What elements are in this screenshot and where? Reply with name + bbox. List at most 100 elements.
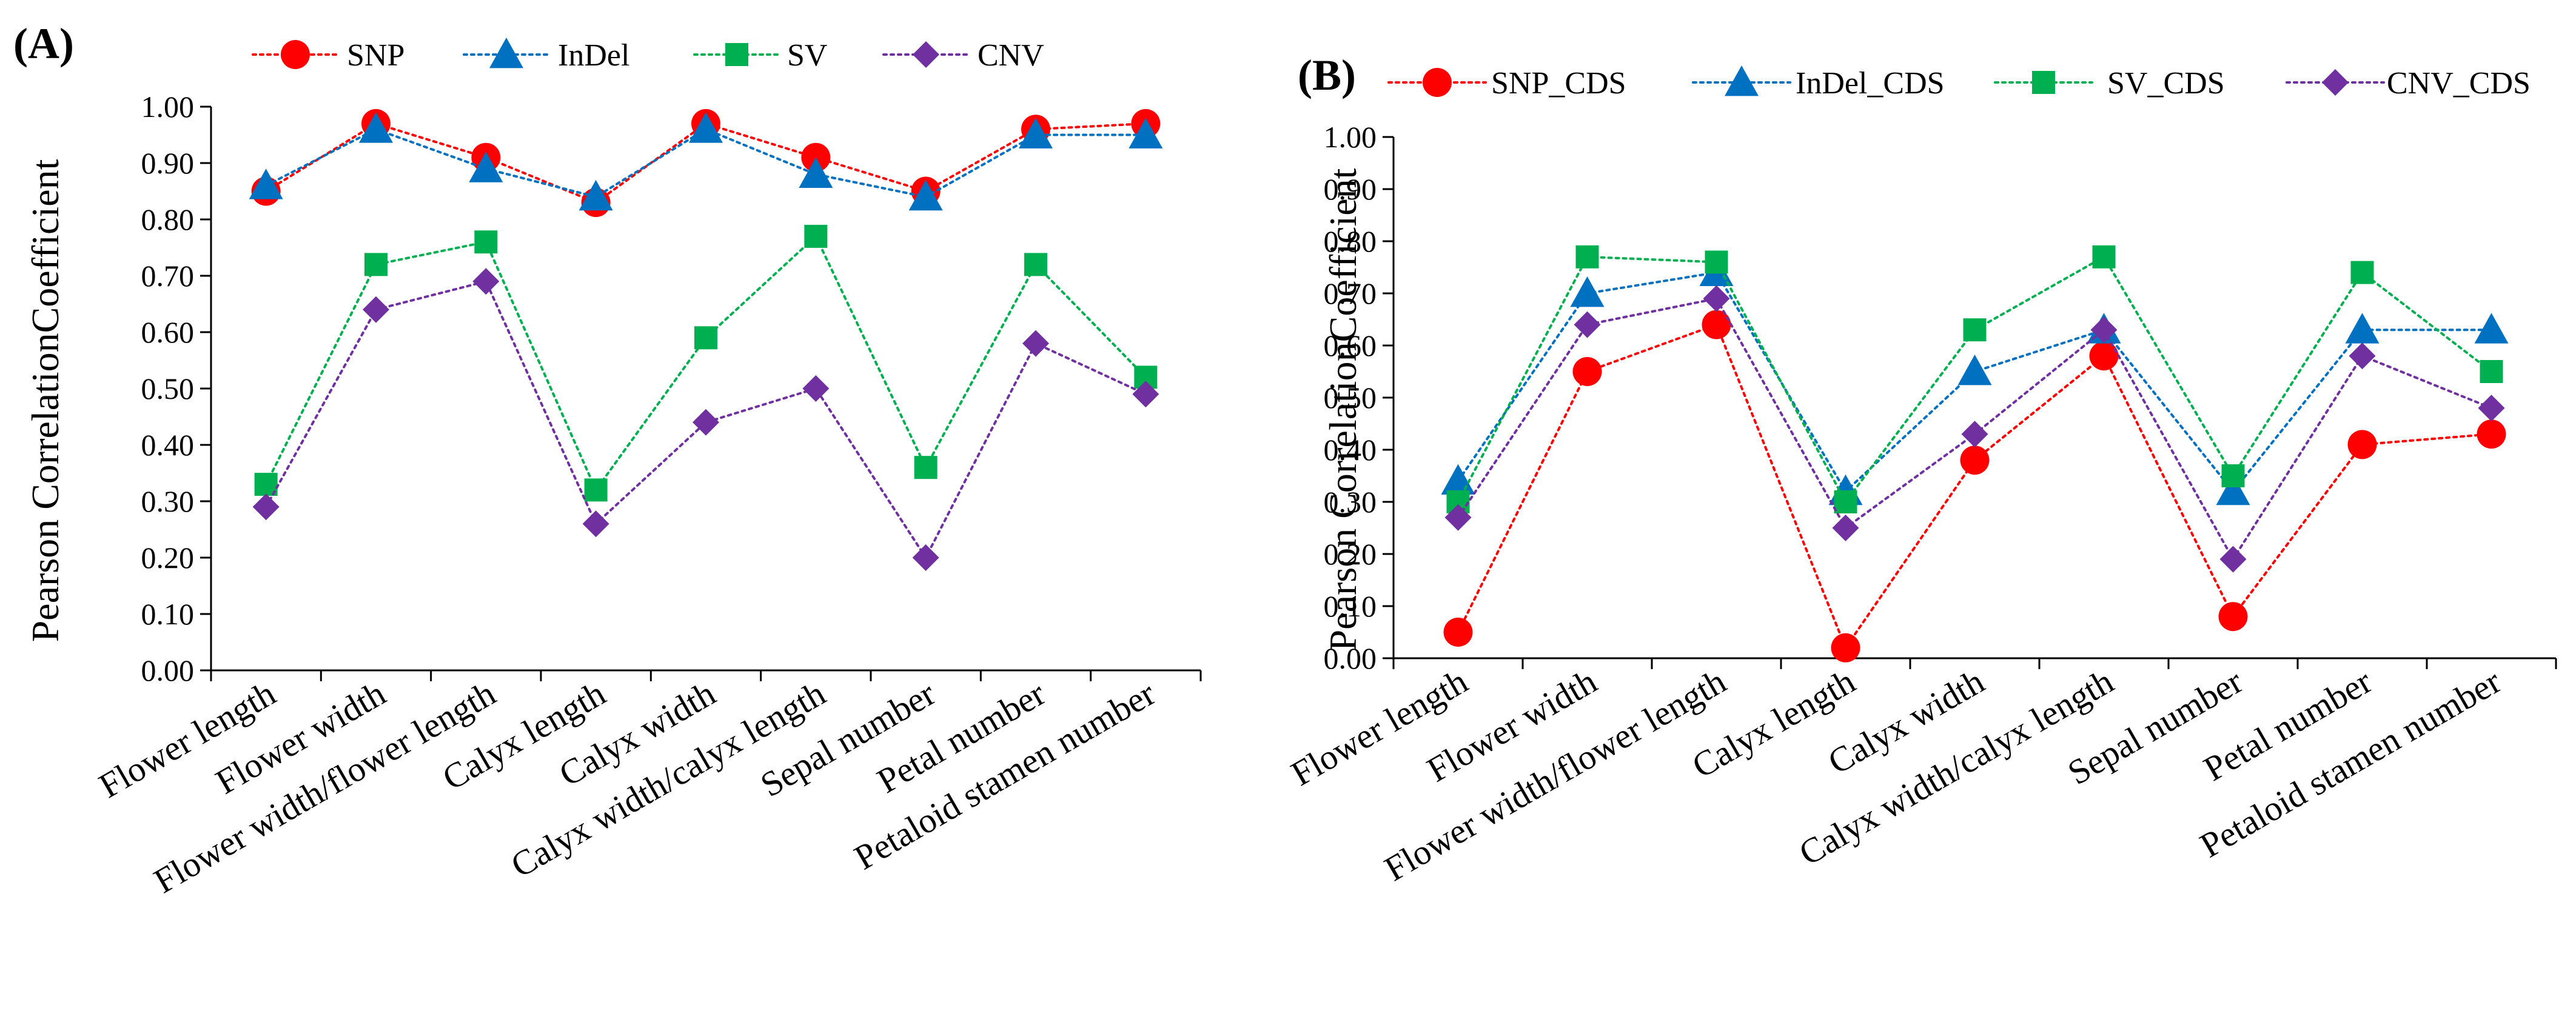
legend-label: InDel_CDS [1796, 66, 1945, 101]
data-point-sv-cds [2480, 360, 2503, 383]
y-tick-label: 0.50 [141, 372, 195, 405]
data-point-sv-cds [1575, 245, 1599, 269]
legend-marker-snp-cds [1423, 68, 1452, 97]
y-axis-label: Pearson CorrelationCoefficient [1321, 168, 1364, 651]
legend-label: SV [787, 38, 827, 73]
legend-item-indel-cds: InDel_CDS [1692, 65, 1945, 101]
data-point-cnv [582, 510, 609, 538]
panel-a-chart: (A) 0.00 0.10 0.20 0.30 0.40 0.50 0.60 0.70 0.80 0… [13, 19, 1202, 901]
legend-label: SNP [347, 38, 404, 73]
legend-label: InDel [558, 38, 629, 73]
y-tick-label: 0.00 [141, 653, 195, 687]
data-point-sv-cds [2350, 261, 2374, 284]
data-point-cnv-cds [1574, 311, 1601, 338]
data-point-sv-cds [1705, 250, 1728, 274]
data-point-cnv [472, 268, 500, 295]
data-point-sv [694, 326, 717, 350]
y-tick-label: 0.30 [141, 484, 195, 518]
series-sv [254, 224, 1158, 502]
data-point-indel-cds [1957, 355, 1992, 385]
data-point-cnv [1022, 330, 1049, 357]
y-tick-label: 0.90 [1324, 172, 1377, 206]
data-point-snp-cds [2477, 419, 2506, 449]
data-point-sv [1024, 253, 1047, 276]
series-sv-cds [1446, 245, 2503, 513]
legend-item-cnv: CNV [882, 38, 1044, 73]
y-tick-label: 1.00 [1324, 120, 1377, 154]
y-tick-label: 1.00 [141, 90, 195, 124]
data-point-cnv-cds [2219, 546, 2247, 573]
data-point-sv [804, 224, 828, 248]
data-point-cnv-cds [1832, 515, 1859, 541]
series-cnv [252, 268, 1159, 571]
series-cnv-cds [1444, 285, 2505, 573]
data-point-indel-cds [2216, 474, 2250, 506]
data-point-sv [914, 456, 937, 479]
data-point-indel [1019, 118, 1053, 148]
data-point-cnv [912, 544, 939, 571]
panel-label: (B) [1298, 51, 1356, 99]
y-tick-label: 0.80 [1324, 224, 1377, 258]
data-point-snp-cds [1443, 618, 1473, 647]
y-tick-label: 0.00 [1324, 641, 1377, 675]
data-point-cnv-cds [2478, 395, 2505, 422]
data-point-sv [364, 253, 387, 276]
data-point-indel-cds [2474, 313, 2509, 344]
data-point-snp-cds [2347, 430, 2377, 459]
y-tick-label: 0.80 [141, 202, 195, 236]
data-point-cnv [802, 375, 830, 402]
legend-marker-indel [489, 38, 523, 68]
legend: SNP InDel SV CNV [252, 38, 1044, 73]
y-tick-label: 0.10 [141, 597, 195, 631]
legend: SNP_CDS InDel_CDS SV_CDS CNV_CDS [1387, 65, 2531, 101]
series-indel [249, 112, 1163, 211]
data-point-cnv-cds [1703, 285, 1730, 312]
series-line-cnv [264, 279, 1147, 560]
y-tick-label: 0.40 [1324, 433, 1377, 467]
data-point-cnv [363, 296, 389, 323]
data-point-cnv [693, 409, 719, 436]
data-point-indel [1129, 118, 1163, 148]
legend-item-cnv-cds: CNV_CDS [2286, 66, 2531, 101]
y-tick-label: 0.30 [1324, 485, 1377, 519]
legend-marker-sv [725, 43, 748, 66]
data-point-sv [474, 230, 498, 254]
series-line-sv [264, 234, 1147, 493]
y-tick-label: 0.60 [1324, 329, 1377, 362]
legend-marker-sv-cds [2032, 71, 2055, 94]
legend-label: CNV_CDS [2387, 66, 2531, 101]
legend-item-sv-cds: SV_CDS [1994, 66, 2225, 101]
data-point-indel-cds [1570, 276, 1605, 307]
y-axis-label: Pearson CorrelationCoefficient [24, 159, 67, 642]
y-tick-label: 0.20 [1324, 537, 1377, 571]
y-tick-label: 0.90 [141, 146, 195, 180]
legend-marker-snp [281, 40, 310, 69]
data-point-indel-cds [2345, 313, 2380, 344]
data-point-cnv-cds [1961, 421, 1988, 448]
legend-item-snp-cds: SNP_CDS [1387, 66, 1626, 101]
data-point-indel [469, 152, 503, 182]
legend-marker-indel-cds [1725, 65, 1759, 96]
legend-label: SV_CDS [2107, 66, 2225, 101]
y-tick-label: 0.70 [141, 259, 195, 293]
legend-marker-cnv [913, 41, 939, 68]
panel-b-chart: (B) 0.00 0.10 0.20 0.30 0.40 0.50 0.60 0.70 0.80 0… [1284, 51, 2557, 889]
legend-item-indel: InDel [463, 38, 629, 73]
data-point-snp-cds [2089, 341, 2119, 371]
y-tick-label: 0.10 [1324, 589, 1377, 623]
y-tick-label: 0.50 [1324, 381, 1377, 415]
data-point-snp-cds [1702, 310, 1731, 339]
legend-item-snp: SNP [252, 38, 404, 73]
y-tick-label: 0.20 [141, 541, 195, 575]
data-point-indel [579, 179, 613, 211]
data-point-sv-cds [2221, 464, 2245, 487]
data-point-cnv-cds [1444, 504, 1472, 531]
data-point-snp-cds [1960, 445, 1990, 475]
legend-label: CNV [978, 38, 1044, 73]
y-tick-label: 0.70 [1324, 276, 1377, 310]
data-point-snp-cds [2218, 602, 2248, 632]
data-point-cnv-cds [2090, 316, 2118, 344]
y-tick-label: 0.40 [141, 428, 195, 462]
legend-label: SNP_CDS [1491, 66, 1626, 101]
